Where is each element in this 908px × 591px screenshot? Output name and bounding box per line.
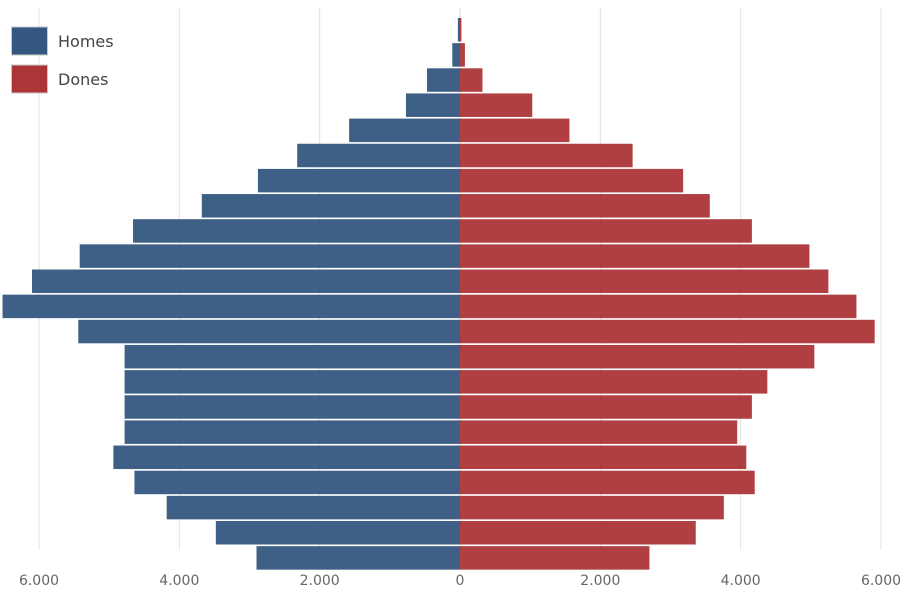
bar-dones-1 (460, 521, 696, 545)
bar-homes-2 (166, 495, 460, 520)
bar-dones-2 (460, 495, 724, 520)
bars (2, 18, 875, 570)
bar-homes-0 (256, 546, 460, 570)
bar-dones-10 (460, 294, 857, 319)
bar-dones-5 (460, 420, 738, 444)
bar-homes-21 (457, 18, 460, 42)
bar-homes-4 (113, 445, 461, 470)
bar-homes-7 (124, 370, 460, 394)
bar-dones-14 (460, 194, 710, 218)
bar-homes-17 (349, 118, 460, 143)
bar-dones-6 (460, 395, 752, 419)
bar-dones-8 (460, 344, 815, 369)
bar-dones-12 (460, 244, 810, 268)
bar-dones-19 (460, 68, 483, 92)
bar-homes-12 (79, 244, 461, 268)
bar-homes-8 (124, 344, 460, 369)
bar-homes-16 (297, 143, 460, 168)
bar-dones-20 (460, 43, 465, 67)
bar-homes-20 (452, 43, 460, 67)
bar-dones-18 (460, 93, 533, 117)
x-axis-tick-labels: 6.000 4.000 2.000 0 2.000 4.000 6.000 (19, 573, 901, 589)
bar-homes-6 (124, 395, 460, 419)
bar-homes-9 (78, 319, 460, 344)
legend-swatch-homes (11, 26, 48, 56)
bar-homes-3 (134, 470, 460, 495)
legend-label-dones: Dones (58, 70, 108, 89)
legend: Homes Dones (11, 26, 114, 94)
bar-dones-3 (460, 470, 755, 495)
bar-homes-19 (427, 68, 460, 92)
bar-homes-15 (257, 168, 460, 193)
bar-homes-18 (405, 93, 460, 117)
x-tick-label-2: 2.000 (300, 573, 340, 589)
bar-homes-1 (215, 521, 460, 545)
bar-dones-9 (460, 319, 875, 344)
bar-dones-0 (460, 546, 650, 570)
bar-dones-11 (460, 269, 829, 293)
x-tick-label-1: 4.000 (159, 573, 199, 589)
x-tick-label-5: 4.000 (721, 573, 761, 589)
bar-dones-21 (460, 18, 462, 42)
bar-homes-5 (124, 420, 460, 444)
bar-dones-15 (460, 168, 684, 193)
bar-homes-11 (31, 269, 460, 293)
legend-swatch-dones (11, 64, 48, 94)
bar-homes-13 (133, 219, 461, 243)
bar-homes-10 (2, 294, 460, 319)
bar-dones-13 (460, 219, 752, 243)
bar-homes-14 (201, 194, 460, 218)
bar-dones-7 (460, 370, 768, 394)
x-tick-label-3: 0 (456, 573, 465, 589)
bar-dones-4 (460, 445, 747, 470)
legend-label-homes: Homes (58, 32, 114, 51)
x-tick-label-4: 2.000 (580, 573, 620, 589)
x-tick-label-0: 6.000 (19, 573, 59, 589)
bar-dones-17 (460, 118, 570, 143)
bar-dones-16 (460, 143, 633, 168)
x-tick-label-6: 6.000 (861, 573, 901, 589)
